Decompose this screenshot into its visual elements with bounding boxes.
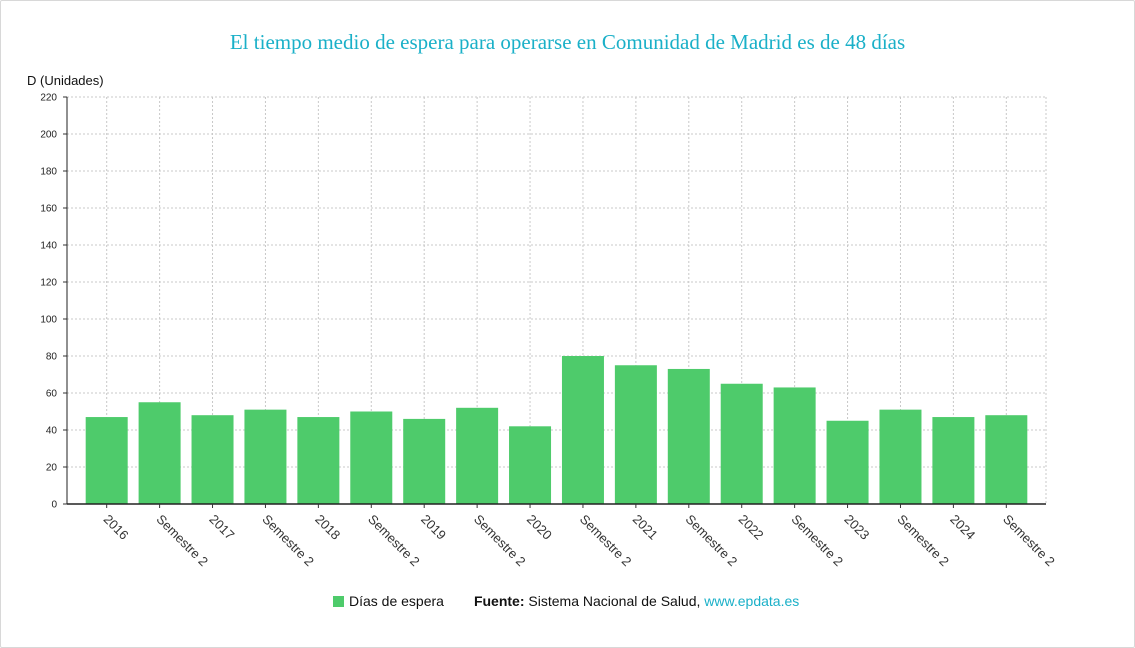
x-tick-label: 2017 — [206, 512, 237, 543]
y-axis-label: D (Unidades) — [27, 73, 104, 88]
x-tick-label: 2024 — [947, 512, 978, 543]
bar — [932, 417, 975, 504]
bar — [244, 409, 287, 504]
y-tick-label: 100 — [40, 315, 57, 326]
bar — [191, 415, 234, 504]
source-text: Sistema Nacional de Salud, — [528, 593, 701, 609]
y-tick-label: 60 — [46, 389, 58, 400]
chart-title: El tiempo medio de espera para operarse … — [229, 30, 906, 54]
y-tick-label: 200 — [40, 130, 57, 141]
x-tick-label: 2022 — [736, 512, 767, 543]
x-tick-label: Semestre 2 — [365, 512, 423, 570]
x-tick-label: Semestre 2 — [683, 512, 741, 570]
y-tick-label: 40 — [46, 426, 58, 437]
bar — [720, 383, 763, 504]
bar — [614, 365, 657, 504]
y-tick-label: 80 — [46, 352, 58, 363]
source-link[interactable]: www.epdata.es — [704, 593, 800, 609]
legend-series-label: Días de espera — [349, 593, 444, 609]
source-label: Fuente: — [473, 593, 525, 609]
x-tick-label: Semestre 2 — [577, 512, 635, 570]
x-tick-label: Semestre 2 — [471, 512, 529, 570]
bar — [403, 418, 446, 504]
bar — [985, 415, 1028, 504]
legend: Días de espera Fuente: Sistema Nacional … — [333, 593, 799, 609]
y-tick-label: 120 — [40, 278, 57, 289]
y-tick-label: 0 — [51, 500, 57, 511]
bar — [138, 402, 181, 504]
bar — [667, 368, 710, 504]
bar — [509, 426, 552, 504]
x-tick-label: Semestre 2 — [153, 512, 211, 570]
source-note: Fuente: Sistema Nacional de Salud, www.e… — [474, 593, 799, 609]
x-tick-label: 2018 — [312, 512, 343, 543]
bar — [350, 411, 393, 504]
x-tick-label: Semestre 2 — [1000, 512, 1058, 570]
y-tick-label: 180 — [40, 167, 57, 178]
bar — [773, 387, 816, 504]
y-tick-label: 160 — [40, 204, 57, 215]
x-tick-label: 2021 — [630, 512, 661, 543]
bar — [85, 417, 128, 504]
x-tick-label: Semestre 2 — [894, 512, 952, 570]
x-tick-label: 2023 — [841, 512, 872, 543]
x-tick-label: 2016 — [101, 512, 132, 543]
x-tick-label: 2020 — [524, 512, 555, 543]
bar — [826, 420, 869, 504]
bar — [456, 407, 499, 504]
bar — [879, 409, 922, 504]
y-tick-label: 140 — [40, 241, 57, 252]
y-tick-label: 20 — [46, 463, 58, 474]
legend-swatch — [333, 595, 344, 607]
y-tick-label: 220 — [40, 93, 57, 104]
bar — [297, 417, 340, 504]
x-tick-label: Semestre 2 — [259, 512, 317, 570]
x-tick-label: 2019 — [418, 512, 449, 543]
x-tick-label: Semestre 2 — [789, 512, 847, 570]
bar — [561, 356, 604, 504]
